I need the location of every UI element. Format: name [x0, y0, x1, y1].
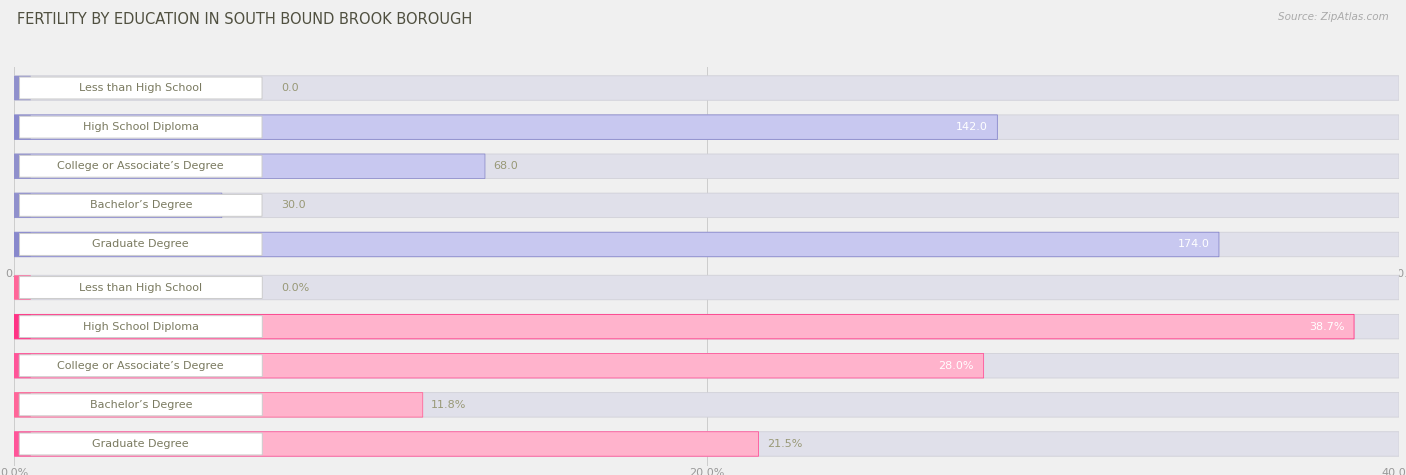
FancyBboxPatch shape: [14, 232, 31, 256]
FancyBboxPatch shape: [14, 154, 31, 179]
FancyBboxPatch shape: [20, 77, 262, 99]
FancyBboxPatch shape: [20, 316, 263, 338]
Text: 68.0: 68.0: [494, 161, 517, 171]
Text: FERTILITY BY EDUCATION IN SOUTH BOUND BROOK BOROUGH: FERTILITY BY EDUCATION IN SOUTH BOUND BR…: [17, 12, 472, 27]
FancyBboxPatch shape: [14, 314, 31, 339]
FancyBboxPatch shape: [14, 314, 1399, 339]
FancyBboxPatch shape: [14, 432, 31, 456]
Text: 11.8%: 11.8%: [430, 400, 467, 410]
FancyBboxPatch shape: [14, 393, 423, 417]
Text: College or Associate’s Degree: College or Associate’s Degree: [58, 161, 224, 171]
FancyBboxPatch shape: [20, 116, 262, 138]
FancyBboxPatch shape: [14, 276, 31, 300]
Text: 0.0%: 0.0%: [281, 283, 309, 293]
FancyBboxPatch shape: [14, 154, 485, 179]
Text: Graduate Degree: Graduate Degree: [93, 239, 188, 249]
FancyBboxPatch shape: [20, 194, 262, 216]
Text: Bachelor’s Degree: Bachelor’s Degree: [90, 400, 193, 410]
FancyBboxPatch shape: [14, 353, 984, 378]
FancyBboxPatch shape: [20, 155, 262, 177]
FancyBboxPatch shape: [14, 193, 31, 218]
FancyBboxPatch shape: [14, 353, 31, 378]
Text: 21.5%: 21.5%: [766, 439, 803, 449]
Text: Source: ZipAtlas.com: Source: ZipAtlas.com: [1278, 12, 1389, 22]
Text: 30.0: 30.0: [281, 200, 307, 210]
FancyBboxPatch shape: [14, 154, 1399, 179]
FancyBboxPatch shape: [14, 232, 1219, 256]
FancyBboxPatch shape: [20, 234, 262, 256]
Text: 28.0%: 28.0%: [938, 361, 974, 371]
FancyBboxPatch shape: [14, 393, 1399, 417]
FancyBboxPatch shape: [14, 432, 759, 456]
FancyBboxPatch shape: [14, 76, 31, 100]
FancyBboxPatch shape: [14, 115, 1399, 139]
Text: 0.0: 0.0: [281, 83, 299, 93]
Text: Bachelor’s Degree: Bachelor’s Degree: [90, 200, 193, 210]
Text: High School Diploma: High School Diploma: [83, 122, 198, 132]
FancyBboxPatch shape: [20, 394, 263, 416]
Text: Less than High School: Less than High School: [79, 283, 202, 293]
Text: Graduate Degree: Graduate Degree: [93, 439, 188, 449]
FancyBboxPatch shape: [14, 193, 222, 218]
Text: College or Associate’s Degree: College or Associate’s Degree: [58, 361, 224, 371]
FancyBboxPatch shape: [14, 115, 31, 139]
FancyBboxPatch shape: [14, 314, 1354, 339]
FancyBboxPatch shape: [20, 276, 263, 298]
FancyBboxPatch shape: [20, 355, 263, 377]
FancyBboxPatch shape: [14, 232, 1399, 256]
FancyBboxPatch shape: [20, 433, 263, 455]
FancyBboxPatch shape: [14, 393, 31, 417]
Text: 174.0: 174.0: [1177, 239, 1209, 249]
FancyBboxPatch shape: [14, 76, 1399, 100]
FancyBboxPatch shape: [14, 193, 1399, 218]
FancyBboxPatch shape: [14, 353, 1399, 378]
Text: 142.0: 142.0: [956, 122, 987, 132]
FancyBboxPatch shape: [14, 432, 1399, 456]
FancyBboxPatch shape: [14, 115, 997, 139]
Text: High School Diploma: High School Diploma: [83, 322, 198, 332]
Text: Less than High School: Less than High School: [79, 83, 202, 93]
FancyBboxPatch shape: [14, 276, 1399, 300]
Text: 38.7%: 38.7%: [1309, 322, 1344, 332]
